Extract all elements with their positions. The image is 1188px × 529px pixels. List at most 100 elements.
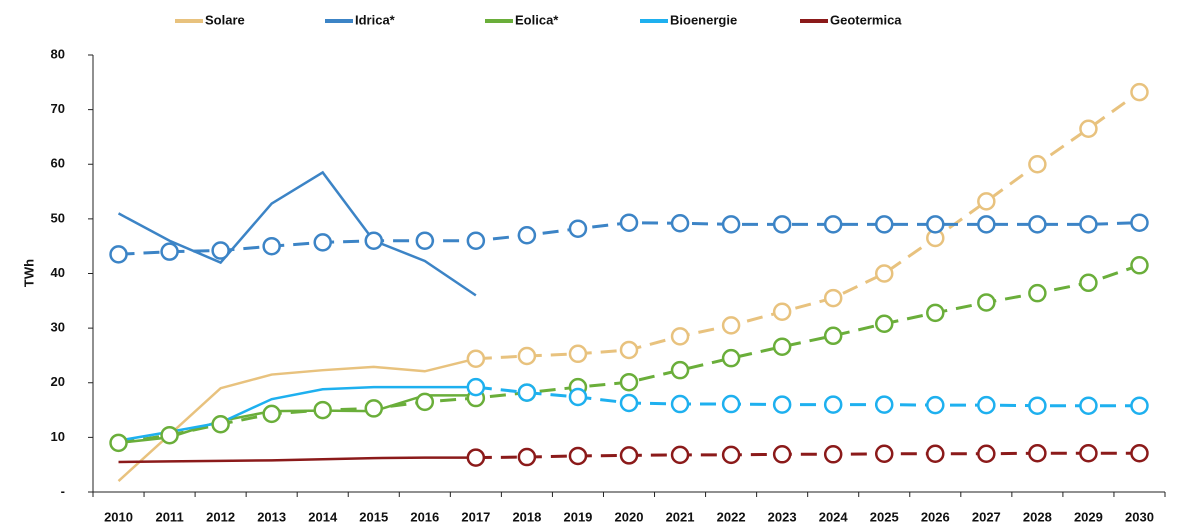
forecast-marker: [721, 215, 741, 234]
x-tick-label: 2025: [870, 509, 899, 524]
forecast-marker: [415, 392, 435, 412]
y-tick-label: 70: [51, 101, 65, 116]
x-tick-label: 2014: [308, 509, 338, 524]
legend-label: Geotermica: [830, 12, 902, 27]
y-tick-label: 30: [51, 320, 65, 335]
forecast-marker: [823, 445, 843, 464]
forecast-marker: [568, 387, 588, 407]
forecast-marker: [364, 399, 384, 418]
legend-label: Idrica*: [355, 12, 396, 27]
x-tick-label: 2029: [1074, 509, 1103, 524]
forecast-marker: [874, 215, 894, 234]
x-tick-label: 2024: [819, 509, 849, 524]
forecast-marker: [772, 302, 792, 321]
forecast-marker: [160, 242, 179, 261]
forecast-marker: [517, 383, 537, 402]
forecast-marker: [211, 241, 230, 260]
forecast-marker: [1130, 396, 1149, 415]
x-tick-label: 2010: [104, 509, 133, 524]
x-tick-label: 2019: [563, 509, 592, 524]
legend-label: Bioenergie: [670, 12, 737, 27]
x-tick-label: 2028: [1023, 509, 1052, 524]
y-tick-label: 20: [51, 374, 65, 389]
forecast-marker: [772, 445, 792, 464]
forecast-marker: [1028, 215, 1047, 234]
forecast-marker: [1079, 215, 1098, 234]
history-line: [118, 385, 476, 442]
y-axis-label: TWh: [21, 259, 36, 287]
y-tick-label: -: [61, 483, 65, 498]
forecast-marker: [1079, 396, 1098, 415]
y-tick-label: 80: [51, 46, 65, 61]
x-tick-label: 2012: [206, 509, 235, 524]
forecast-marker: [823, 288, 843, 308]
x-tick-label: 2017: [461, 509, 490, 524]
forecast-marker: [926, 303, 945, 323]
forecast-marker: [926, 444, 945, 464]
x-tick-label: 2021: [666, 509, 695, 524]
forecast-marker: [721, 394, 741, 414]
forecast-marker: [721, 445, 741, 465]
forecast-marker: [1079, 443, 1098, 463]
forecast-marker: [823, 215, 843, 234]
forecast-marker: [466, 377, 486, 397]
forecast-marker: [568, 219, 588, 238]
forecast-marker: [1130, 443, 1149, 463]
legend-label: Eolica*: [515, 12, 559, 27]
forecast-marker: [262, 236, 281, 256]
forecast-marker: [926, 215, 945, 234]
forecast-marker: [772, 337, 792, 356]
forecast-marker: [977, 192, 996, 211]
forecast-marker: [874, 444, 894, 464]
forecast-marker: [211, 415, 230, 434]
forecast-marker: [721, 316, 741, 335]
legend-label: Solare: [205, 12, 245, 27]
history-line: [117, 357, 477, 482]
x-tick-label: 2027: [972, 509, 1001, 524]
forecast-marker: [109, 245, 128, 264]
forecast-marker: [1028, 283, 1047, 303]
forecast-marker: [109, 433, 128, 453]
forecast-marker: [977, 293, 996, 312]
forecast-marker: [1079, 273, 1098, 293]
forecast-marker: [619, 372, 639, 392]
history-line: [117, 170, 477, 297]
forecast-marker: [874, 264, 894, 283]
history-line: [118, 456, 476, 464]
x-tick-label: 2022: [717, 509, 746, 524]
forecast-marker: [568, 446, 588, 466]
x-tick-label: 2011: [155, 509, 183, 524]
forecast-marker: [823, 395, 843, 414]
forecast-marker: [670, 394, 690, 414]
forecast-marker: [466, 349, 486, 368]
y-tick-label: 40: [51, 265, 65, 280]
forecast-marker: [1028, 396, 1047, 415]
forecast-marker: [619, 213, 639, 232]
forecast-marker: [874, 314, 894, 334]
forecast-marker: [619, 446, 639, 465]
forecast-marker: [1079, 119, 1098, 138]
forecast-marker: [721, 348, 741, 368]
y-tick-label: 10: [51, 429, 65, 444]
forecast-marker: [874, 395, 894, 414]
forecast-marker: [415, 231, 435, 250]
forecast-marker: [926, 395, 945, 415]
x-tick-label: 2020: [615, 509, 644, 524]
x-tick-label: 2023: [768, 509, 797, 524]
forecast-marker: [1130, 256, 1149, 275]
y-tick-label: 50: [51, 210, 65, 225]
x-tick-label: 2013: [257, 509, 286, 524]
forecast-marker: [160, 425, 179, 445]
forecast-marker: [1028, 155, 1047, 174]
forecast-marker: [568, 344, 588, 364]
x-tick-label: 2018: [512, 509, 541, 524]
forecast-marker: [619, 393, 639, 413]
forecast-marker: [670, 213, 690, 233]
forecast-marker: [977, 215, 996, 234]
forecast-marker: [262, 404, 281, 424]
x-tick-label: 2026: [921, 509, 950, 524]
forecast-marker: [466, 231, 486, 250]
forecast-marker: [977, 395, 996, 415]
forecast-marker: [364, 231, 384, 250]
